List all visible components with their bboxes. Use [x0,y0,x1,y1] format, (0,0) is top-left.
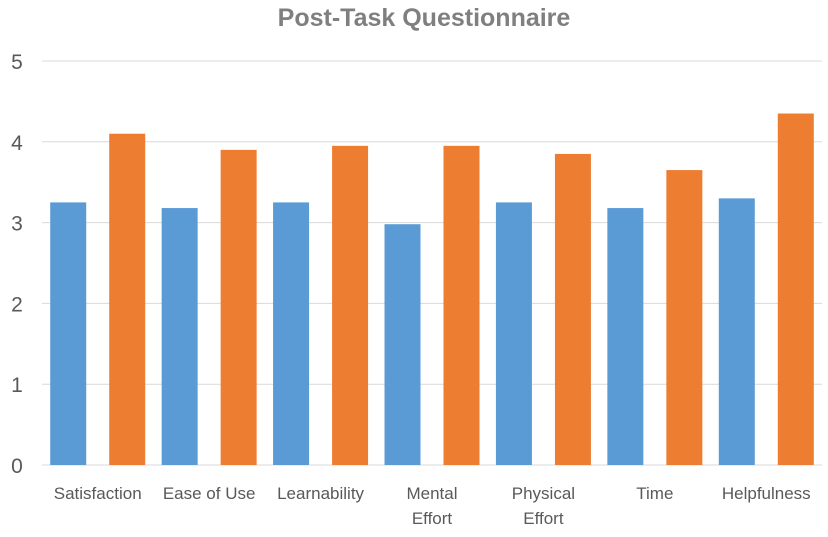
y-tick-label: 1 [11,374,23,397]
bars [50,113,814,466]
x-tick-label: Effort [412,509,453,528]
bar-series2-6 [777,113,814,466]
y-tick-label: 3 [11,213,23,236]
y-tick-label: 0 [11,455,23,478]
bar-series2-1 [220,149,257,465]
bar-series2-5 [666,170,703,465]
y-tick-label: 4 [11,132,23,155]
bar-series2-2 [332,145,369,465]
chart-title: Post-Task Questionnaire [277,4,571,32]
x-tick-label: Time [636,484,673,503]
x-tick-label: Ease of Use [163,484,256,503]
x-tick-label: Satisfaction [54,484,142,503]
y-axis-ticks: 0 1 2 3 4 5 [11,51,23,478]
x-tick-label: Helpfulness [722,484,811,503]
bar-series2-3 [443,145,480,465]
x-tick-label: Physical [512,484,575,503]
bar-series2-4 [554,153,591,466]
bar-series1-6 [718,198,755,466]
y-tick-label: 2 [11,293,23,316]
x-tick-label: Effort [523,509,564,528]
x-tick-label: Mental [406,484,457,503]
gridlines [42,60,822,466]
x-axis-ticks: Satisfaction Ease of Use Learnability Menta… [54,484,811,528]
bar-series1-4 [495,202,532,465]
bar-series2-0 [109,133,146,465]
bar-series1-1 [161,208,198,465]
x-tick-label: Learnability [277,484,364,503]
y-tick-label: 5 [11,51,23,74]
bar-series1-3 [384,224,421,465]
bar-series1-0 [50,202,87,465]
bar-series1-5 [607,208,644,465]
bar-series1-2 [273,202,310,465]
